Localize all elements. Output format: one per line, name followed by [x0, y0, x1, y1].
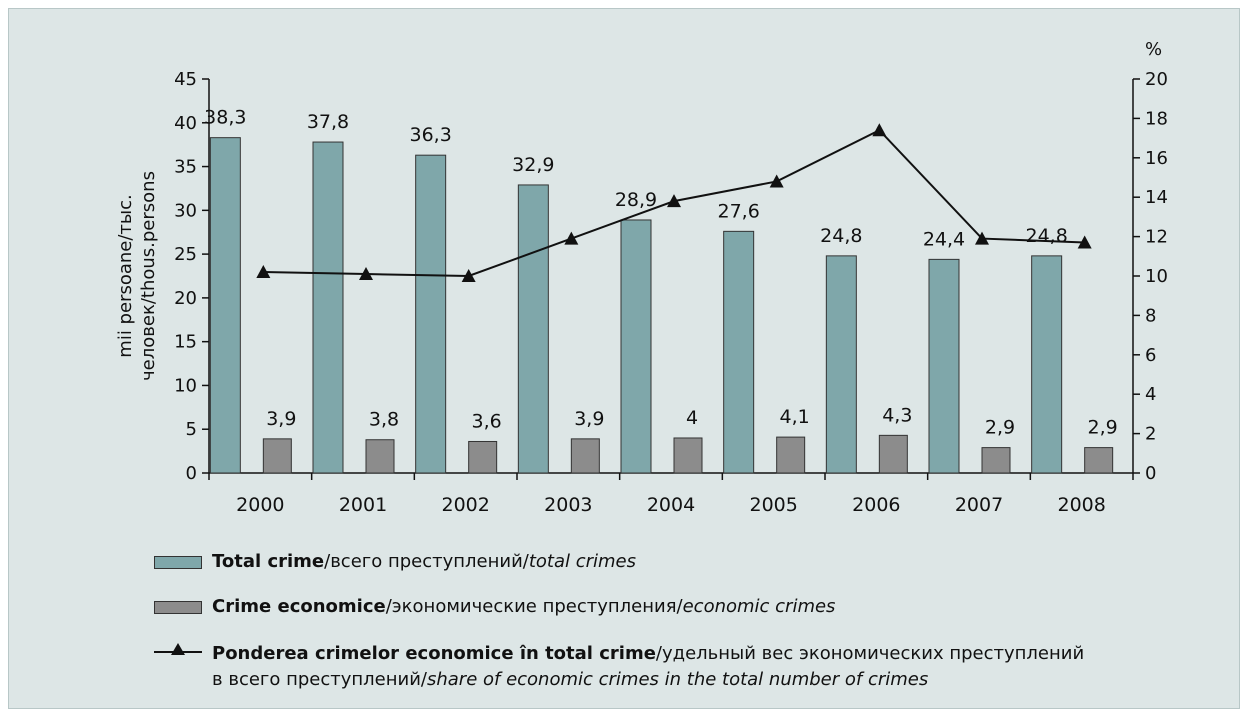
data-label-economic-crime-2005: 4,1 [780, 406, 810, 428]
y-tick-label-left: 15 [174, 332, 197, 353]
bar-total-crime-2004 [620, 219, 652, 474]
data-label-economic-crime-2008: 2,9 [1088, 417, 1118, 439]
data-label-total-crime-2007: 24,4 [923, 228, 965, 250]
marker-share-2005 [769, 174, 784, 188]
data-label-economic-crime-2004: 4 [686, 407, 698, 429]
y-tick-label-left: 40 [174, 113, 197, 134]
bar-total-crime-2000 [209, 137, 241, 474]
legend-swatch-economic-crime [154, 601, 202, 614]
y-axis-label-line2: человек/thous.persons [138, 171, 159, 381]
y-tick-label-right: 6 [1145, 345, 1156, 366]
bar-total-crime-2007 [928, 258, 960, 474]
y-tick-label-right: 8 [1145, 305, 1156, 326]
bar-economic-crime-2001 [365, 439, 395, 474]
data-label-total-crime-2006: 24,8 [820, 225, 862, 247]
bar-economic-crime-2008 [1084, 447, 1114, 474]
x-tick-label-2002: 2002 [441, 494, 489, 516]
legend-swatch-share [154, 641, 202, 663]
data-label-economic-crime-2000: 3,9 [266, 408, 296, 430]
y-tick-label-right: 18 [1145, 108, 1168, 129]
data-label-total-crime-2004: 28,9 [615, 189, 657, 211]
marker-share-2007 [975, 231, 989, 245]
bar-total-crime-2005 [723, 230, 755, 474]
chart-svg: 0 5 10 15 20 25 30 35 40 45 0 2 4 6 8 10 12 14 16 18 20% mii … [115, 39, 1168, 516]
y-tick-label-left: 30 [174, 200, 197, 221]
y-axis-label-line1: mii persoane/тыс. [115, 194, 136, 357]
legend-item-total-crime: Total crime/всего преступлений/total cri… [154, 551, 636, 572]
marker-share-2006 [872, 123, 887, 137]
x-tick-label-2000: 2000 [236, 494, 284, 516]
data-label-economic-crime-2003: 3,9 [574, 408, 604, 430]
y-tick-label-right: 16 [1145, 148, 1168, 169]
data-label-economic-crime-2002: 3,6 [472, 410, 502, 432]
x-tick-label-2003: 2003 [544, 494, 592, 516]
y-tick-label-right: 20 [1145, 69, 1168, 90]
x-tick-label-2007: 2007 [955, 494, 1003, 516]
y-tick-label-right: 2 [1145, 424, 1156, 445]
y-tick-label-left: 35 [174, 157, 197, 178]
x-tick-label-2006: 2006 [852, 494, 900, 516]
y-tick-label-right: 14 [1145, 187, 1168, 208]
y-tick-label-left: 5 [186, 419, 197, 440]
legend-item-share: Ponderea crimelor economice în total cri… [154, 641, 1084, 693]
y-tick-label-right: 10 [1145, 266, 1168, 287]
bar-total-crime-2006 [825, 255, 857, 474]
chart-frame: 0 5 10 15 20 25 30 35 40 45 0 2 4 6 8 10 12 14 16 18 20% mii … [8, 8, 1240, 709]
data-label-economic-crime-2007: 2,9 [985, 417, 1015, 439]
data-label-total-crime-2002: 36,3 [410, 124, 452, 146]
marker-share-2008 [1077, 235, 1092, 249]
marker-share-2002 [461, 269, 476, 282]
data-label-total-crime-2005: 27,6 [718, 200, 760, 222]
y-tick-label-left: 0 [186, 463, 197, 484]
data-label-total-crime-2000: 38,3 [204, 107, 246, 129]
x-tick-label-2005: 2005 [749, 494, 797, 516]
bar-economic-crime-2005 [776, 436, 806, 474]
x-tick-label-2008: 2008 [1057, 494, 1105, 516]
data-label-total-crime-2008: 24,8 [1026, 225, 1068, 247]
y-tick-label-right: 0 [1145, 463, 1156, 484]
data-label-economic-crime-2006: 4,3 [882, 404, 912, 426]
data-label-total-crime-2003: 32,9 [512, 154, 554, 176]
legend-swatch-total-crime [154, 556, 202, 569]
legend-label-economic-crime: Crime economice/экономические преступлен… [212, 596, 836, 617]
x-tick-label-2004: 2004 [647, 494, 695, 516]
bar-economic-crime-2007 [981, 447, 1011, 474]
data-label-economic-crime-2001: 3,8 [369, 409, 399, 431]
bar-economic-crime-2004 [673, 437, 703, 474]
y-tick-label-left: 10 [174, 375, 197, 396]
x-tick-label-2001: 2001 [339, 494, 387, 516]
y2-axis-label: % [1145, 39, 1162, 60]
bar-total-crime-2008 [1031, 255, 1063, 474]
y-tick-label-left: 20 [174, 288, 197, 309]
marker-share-2000 [256, 265, 271, 279]
bar-economic-crime-2002 [468, 440, 498, 474]
legend-label-total-crime: Total crime/всего преступлений/total cri… [212, 551, 637, 572]
bar-total-crime-2003 [517, 184, 549, 474]
marker-share-2003 [564, 231, 579, 245]
bar-economic-crime-2003 [570, 438, 600, 474]
bar-economic-crime-2000 [262, 438, 292, 474]
legend-item-economic-crime: Crime economice/экономические преступлен… [154, 596, 835, 617]
legend-label-share: Ponderea crimelor economice în total cri… [212, 643, 1085, 690]
y-tick-label-right: 12 [1145, 227, 1168, 248]
marker-share-2004 [667, 194, 681, 208]
bar-total-crime-2002 [415, 154, 447, 474]
y-tick-label-left: 45 [174, 69, 197, 90]
marker-share-2001 [359, 267, 373, 281]
bar-total-crime-2001 [312, 141, 344, 474]
y-tick-label-right: 4 [1145, 384, 1156, 405]
y-tick-label-left: 25 [174, 244, 197, 265]
bar-economic-crime-2006 [878, 434, 908, 474]
data-label-total-crime-2001: 37,8 [307, 111, 349, 133]
